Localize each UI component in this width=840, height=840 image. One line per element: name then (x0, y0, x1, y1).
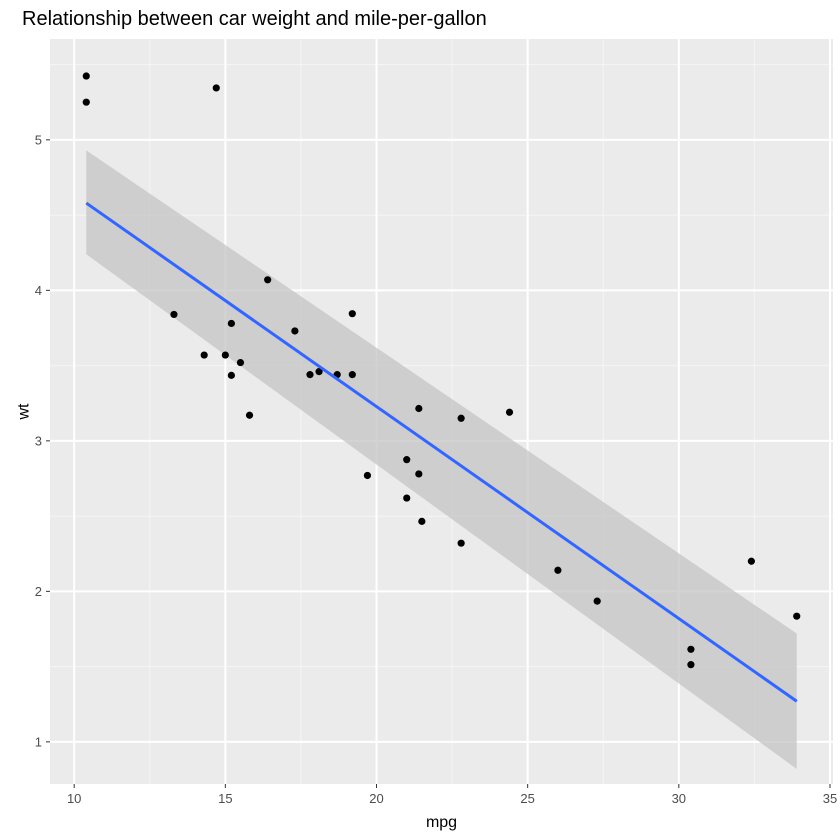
y-tick-label: 2 (35, 584, 42, 599)
data-point (747, 557, 755, 565)
x-tick-label: 35 (823, 791, 837, 806)
data-point (315, 368, 323, 376)
x-tick-label: 20 (369, 791, 383, 806)
data-point (227, 371, 235, 379)
data-point (687, 661, 695, 669)
data-point (212, 84, 220, 92)
data-point (200, 351, 208, 359)
y-tick-label: 3 (35, 433, 42, 448)
data-point (363, 471, 372, 480)
fit-line (85, 201, 798, 703)
data-point (415, 404, 423, 413)
chart-title: Relationship between car weight and mile… (22, 8, 487, 30)
data-point (457, 539, 465, 547)
data-point (306, 371, 314, 379)
x-tick-label: 25 (520, 791, 534, 806)
data-point (457, 414, 465, 422)
data-point (221, 351, 229, 359)
data-point (264, 276, 272, 284)
data-point (403, 494, 411, 502)
fit-line-layer (85, 201, 798, 703)
data-point (505, 408, 514, 416)
x-tick-label: 30 (672, 791, 686, 806)
data-point (418, 517, 426, 525)
data-point (236, 358, 245, 367)
y-axis-ticks: 1 2 3 4 5 (35, 132, 50, 749)
data-point (227, 319, 235, 328)
x-axis-ticks: 10 15 20 25 30 35 (67, 784, 837, 806)
grid-major (50, 39, 833, 784)
data-point (687, 645, 695, 653)
data-point (403, 456, 411, 464)
x-tick-label: 10 (67, 791, 81, 806)
data-point (348, 310, 356, 318)
y-tick-label: 1 (35, 734, 42, 749)
data-point (593, 597, 601, 605)
confidence-band-layer (86, 150, 797, 769)
data-point (415, 470, 423, 478)
data-point (291, 327, 299, 335)
y-axis-title: wt (16, 403, 33, 421)
points-layer (82, 72, 801, 669)
data-point (245, 411, 254, 419)
data-point (170, 310, 178, 319)
x-axis-title: mpg (426, 814, 457, 831)
data-point (348, 371, 356, 379)
data-point (793, 612, 801, 620)
data-point (82, 98, 90, 106)
x-tick-label: 15 (218, 791, 232, 806)
confidence-band (86, 150, 797, 769)
data-point (554, 566, 562, 574)
y-tick-label: 5 (35, 132, 42, 147)
data-point (82, 72, 90, 80)
y-tick-label: 4 (35, 283, 42, 298)
